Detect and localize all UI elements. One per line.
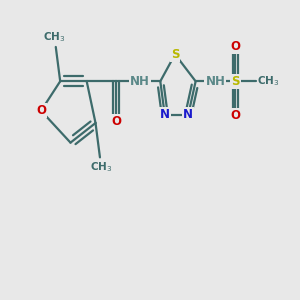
Text: CH$_3$: CH$_3$	[90, 160, 112, 174]
Text: O: O	[230, 40, 240, 53]
Text: N: N	[160, 108, 170, 121]
Text: NH: NH	[206, 75, 225, 88]
Text: O: O	[230, 109, 240, 122]
Text: S: S	[171, 48, 179, 61]
Text: NH: NH	[130, 75, 150, 88]
Text: CH$_3$: CH$_3$	[257, 74, 280, 88]
Text: N: N	[183, 108, 193, 121]
Text: O: O	[36, 104, 46, 117]
Text: O: O	[111, 115, 121, 128]
Text: CH$_3$: CH$_3$	[43, 31, 65, 44]
Text: S: S	[231, 75, 240, 88]
